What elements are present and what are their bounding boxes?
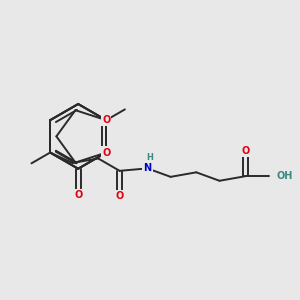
Text: OH: OH bbox=[277, 171, 293, 181]
Text: O: O bbox=[102, 148, 110, 158]
Text: O: O bbox=[102, 115, 110, 125]
Text: H: H bbox=[146, 153, 153, 162]
Text: O: O bbox=[116, 191, 124, 201]
Text: N: N bbox=[143, 164, 152, 173]
Text: O: O bbox=[241, 146, 249, 156]
Text: O: O bbox=[74, 190, 82, 200]
